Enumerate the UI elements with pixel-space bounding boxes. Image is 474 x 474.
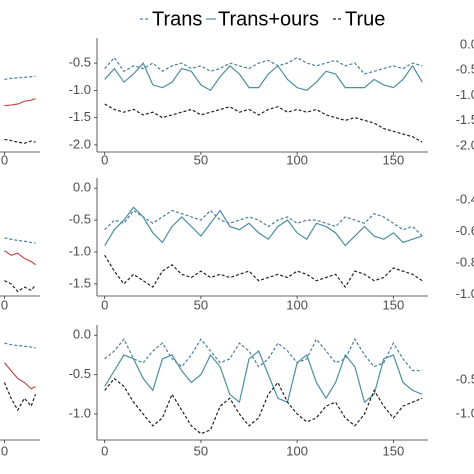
x-tick-label: 100 bbox=[286, 152, 308, 167]
y-tick-label: -2.0 bbox=[456, 137, 474, 152]
x-tick-label: 150 bbox=[383, 443, 405, 458]
y-tick-label: -1.0 bbox=[456, 286, 474, 301]
x-tick-label: 150 bbox=[383, 152, 405, 167]
series-line bbox=[3, 362, 36, 390]
y-tick-label: -1.0 bbox=[69, 243, 91, 258]
series-line bbox=[104, 56, 423, 75]
y-tick-label: -1.0 bbox=[456, 87, 474, 102]
y-tick-label: -0.5 bbox=[456, 62, 474, 77]
y-tick-label: 0.0 bbox=[73, 327, 91, 342]
y-tick-label: -0.5 bbox=[69, 212, 91, 227]
legend-label: Trans bbox=[152, 8, 202, 30]
y-tick-label: -0.5 bbox=[69, 55, 91, 70]
y-tick-label: -1.0 bbox=[69, 82, 91, 97]
series-line bbox=[4, 250, 36, 266]
y-tick-label: -0.4 bbox=[456, 191, 474, 206]
legend-label: True bbox=[345, 8, 385, 30]
series-line bbox=[104, 254, 423, 289]
y-tick-label: 0.0 bbox=[73, 180, 91, 195]
x-tick-label: 0 bbox=[1, 443, 8, 458]
x-tick-label: 0 bbox=[101, 152, 108, 167]
y-tick-label: -2.0 bbox=[69, 136, 91, 151]
series-line bbox=[4, 280, 37, 293]
x-tick-label: 100 bbox=[286, 443, 308, 458]
x-tick-label: 100 bbox=[286, 297, 308, 312]
x-tick-label: 0 bbox=[1, 297, 8, 312]
series-line bbox=[4, 97, 36, 107]
y-tick-label: -0.8 bbox=[456, 254, 474, 269]
series-line bbox=[104, 61, 423, 92]
y-tick-label: -1.5 bbox=[456, 112, 474, 127]
y-tick-label: -0.6 bbox=[456, 223, 474, 238]
series-line bbox=[4, 237, 36, 244]
y-tick-label: -0.5 bbox=[69, 366, 91, 381]
x-tick-label: 0 bbox=[101, 443, 108, 458]
y-tick-label: -0.5 bbox=[456, 372, 474, 387]
series-line bbox=[104, 206, 423, 247]
series-line bbox=[104, 103, 423, 143]
y-tick-label: -1.0 bbox=[69, 405, 91, 420]
series-line bbox=[104, 377, 423, 435]
series-line bbox=[4, 75, 36, 81]
x-tick-label: 0 bbox=[1, 152, 8, 167]
x-tick-label: 50 bbox=[194, 443, 208, 458]
y-tick-label: -1.5 bbox=[69, 275, 91, 290]
series-line bbox=[4, 342, 36, 349]
y-tick-label: -1.0 bbox=[456, 406, 474, 421]
x-tick-label: 50 bbox=[194, 152, 208, 167]
legend-label: Trans+ours bbox=[218, 8, 319, 30]
series-line bbox=[3, 382, 37, 412]
series-line bbox=[104, 350, 423, 404]
series-line bbox=[4, 138, 36, 144]
x-tick-label: 150 bbox=[383, 297, 405, 312]
x-tick-label: 50 bbox=[194, 297, 208, 312]
x-tick-label: 0 bbox=[101, 297, 108, 312]
y-tick-label: -1.5 bbox=[69, 109, 91, 124]
series-line bbox=[104, 337, 423, 372]
y-tick-label: 0.0 bbox=[460, 36, 474, 51]
